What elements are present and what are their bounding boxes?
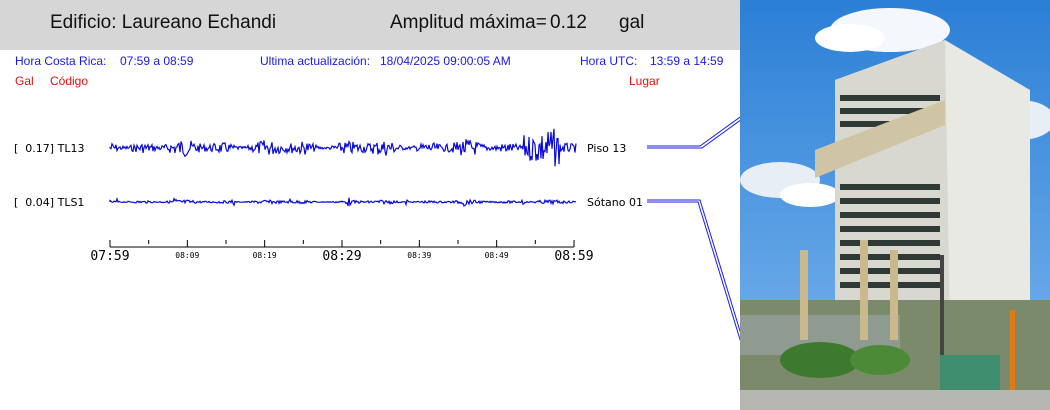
- utc-time-label: Hora UTC:: [580, 54, 638, 68]
- max-amplitude-value: 0.12: [550, 12, 587, 33]
- time-tick-label: 08:59: [554, 249, 594, 264]
- utc-time-range: 13:59 a 14:59: [650, 54, 724, 68]
- trace-label-tls1: [ 0.04] TLS1: [14, 196, 85, 209]
- waveform-tls1: [109, 197, 577, 208]
- place-column-header: Lugar: [629, 74, 660, 88]
- costa-rica-time-label: Hora Costa Rica:: [15, 54, 107, 68]
- header-bar: Edificio: Laureano Echandi Amplitud máxi…: [0, 0, 740, 50]
- last-update-value: 18/04/2025 09:00:05 AM: [380, 54, 511, 68]
- code-column-header: Código: [50, 74, 89, 88]
- time-tick-label: 07:59: [90, 249, 130, 264]
- trace-gal: 0.17: [25, 142, 50, 155]
- connector-line-sotano01-inner: [647, 201, 740, 342]
- waveform-tl13: [109, 128, 577, 167]
- building-name: Edificio: Laureano Echandi: [50, 12, 277, 33]
- trace-place-sotano01: Sótano 01: [587, 196, 643, 209]
- trace-label-tl13: [ 0.17] TL13: [14, 142, 85, 155]
- time-tick-label: 08:29: [322, 249, 362, 264]
- time-tick-label: 08:49: [484, 251, 509, 260]
- max-amplitude-label: Amplitud máxima=: [390, 12, 547, 33]
- seismograph-traces: [109, 116, 740, 342]
- last-update-label: Ultima actualización:: [260, 54, 371, 68]
- time-tick-label: 08:09: [175, 251, 200, 260]
- trace-code: TLS1: [57, 196, 85, 209]
- trace-gal: 0.04: [25, 196, 50, 209]
- max-amplitude-unit: gal: [619, 12, 645, 33]
- time-tick-label: 08:19: [252, 251, 277, 260]
- trace-code: TL13: [57, 142, 85, 155]
- gal-column-header: Gal: [15, 74, 34, 88]
- trace-place-piso13: Piso 13: [587, 142, 627, 155]
- time-tick-label: 08:39: [407, 251, 432, 260]
- connector-line-piso13: [647, 116, 740, 147]
- connector-line-piso13-inner: [647, 119, 740, 149]
- costa-rica-time-range: 07:59 a 08:59: [120, 54, 194, 68]
- connector-line-sotano01: [647, 199, 740, 333]
- building-photo: [740, 0, 1050, 410]
